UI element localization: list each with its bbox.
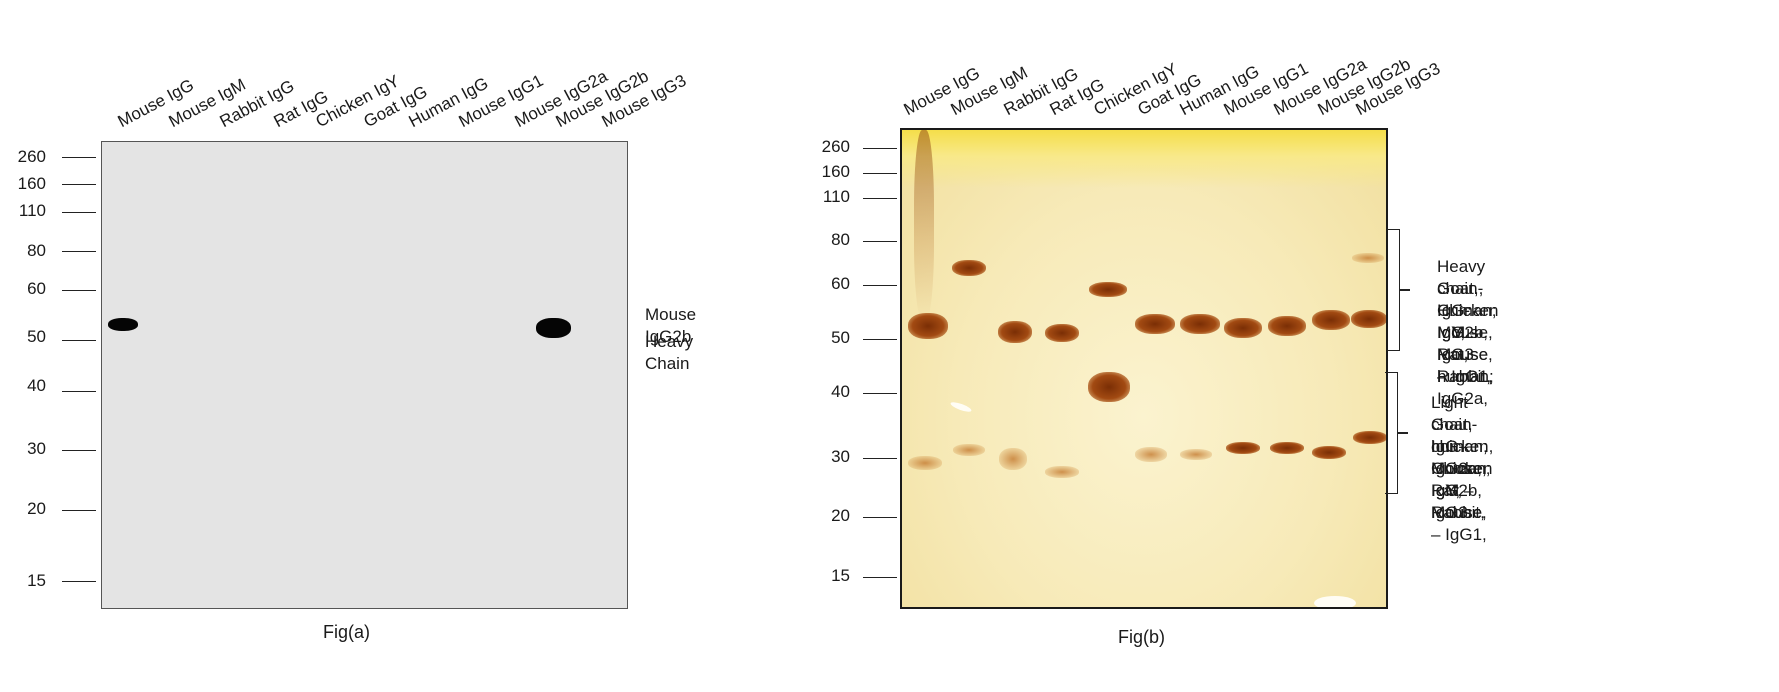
heavy-band-mouse-igg xyxy=(908,313,948,339)
mw-tick xyxy=(863,285,897,286)
mw-label: 160 xyxy=(17,174,46,193)
heavy-band-mouse-igg1 xyxy=(1224,318,1262,338)
heavy-band-goat-igg xyxy=(1135,314,1175,334)
mw-label: 160 xyxy=(821,162,850,181)
mw-tick xyxy=(863,198,897,199)
mw-label: 110 xyxy=(18,201,46,220)
mw-tick xyxy=(863,241,897,242)
mw-label: 40 xyxy=(831,382,850,401)
mw-label: 60 xyxy=(831,274,850,293)
light-band-mouse-igg3 xyxy=(1353,431,1386,444)
mw-label: 30 xyxy=(831,447,850,466)
mw-label: 40 xyxy=(27,376,46,395)
light-band-mouse-igg xyxy=(908,456,942,470)
heavy-chain-bracket xyxy=(1387,229,1400,351)
light-band-mouse-igg2a xyxy=(1270,442,1304,454)
heavy-band-mouse-igg3 xyxy=(1351,310,1386,328)
mw-tick xyxy=(62,184,96,185)
gel-top-glow xyxy=(902,130,1386,188)
heavy-chain-annotation-line: Goat,, Human; IgM –Mouse, human; xyxy=(1437,279,1497,386)
light-chain-bracket-tick xyxy=(1398,432,1408,434)
heavy-chain-annotation-line: IgG2b, IgG3 xyxy=(1437,323,1489,364)
light-chain-bracket xyxy=(1385,372,1398,494)
fig-a-caption: Fig(a) xyxy=(323,622,371,642)
silver-stain-gel-image xyxy=(900,128,1388,609)
lane-smear xyxy=(914,130,934,320)
light-band-chicken-igy xyxy=(1088,372,1130,402)
mw-tick xyxy=(62,157,96,158)
mw-tick xyxy=(62,340,96,341)
gel-artifact xyxy=(1314,596,1356,607)
fig-a-annotation: Mouse IgG2b xyxy=(645,305,697,346)
light-chain-annotation-line: Goat, chicken, Human; IgM –Mouse, xyxy=(1431,415,1494,522)
mw-tick xyxy=(863,577,897,578)
light-chain-annotation-line: human; Chicken IgY; Mouse – IgG1, xyxy=(1431,437,1493,544)
mw-label: 20 xyxy=(27,499,46,518)
light-band-mouse-igg2b xyxy=(1312,446,1346,459)
upper-band-mouse-igg3 xyxy=(1352,253,1384,263)
heavy-band-human-igg xyxy=(1180,314,1220,334)
fig-a-annotation: Heavy Chain xyxy=(645,332,694,373)
light-chain-annotation-line: Light chain- IgG-Mouse, Rat, Rabbit, xyxy=(1431,393,1487,522)
light-band-rat-igg xyxy=(1045,466,1079,478)
mw-tick xyxy=(62,510,96,511)
mw-tick xyxy=(863,148,897,149)
mw-label: 80 xyxy=(27,241,46,260)
heavy-band-rat-igg xyxy=(1045,324,1079,342)
light-band-human-igg xyxy=(1180,449,1212,460)
mw-label: 80 xyxy=(831,230,850,249)
mw-tick xyxy=(62,450,96,451)
mw-tick xyxy=(863,458,897,459)
mw-tick xyxy=(863,339,897,340)
heavy-chain-bracket-tick xyxy=(1400,289,1410,291)
light-band-mouse-igg1 xyxy=(1226,442,1260,454)
mw-tick xyxy=(62,581,96,582)
western-blot-image xyxy=(101,141,628,609)
mw-tick xyxy=(863,393,897,394)
light-chain-annotation-line: IgG2a, IgG2b, IgG3 xyxy=(1431,459,1483,522)
gel-artifact xyxy=(949,400,973,414)
mw-tick xyxy=(863,517,897,518)
mw-tick xyxy=(863,173,897,174)
heavy-band-mouse-igm xyxy=(952,260,986,276)
heavy-band-rabbit-igg xyxy=(998,321,1032,343)
heavy-band-chicken-igy xyxy=(1089,282,1127,297)
light-band-goat-igg xyxy=(1135,447,1167,462)
band-mouse-igg-heavy xyxy=(108,318,138,331)
mw-label: 15 xyxy=(27,571,46,590)
mw-tick xyxy=(62,391,96,392)
mw-label: 30 xyxy=(27,439,46,458)
fig-b-caption: Fig(b) xyxy=(1118,627,1166,647)
band-mouse-igg2b-heavy xyxy=(536,318,571,338)
mw-label: 50 xyxy=(831,328,850,347)
mw-label: 15 xyxy=(831,566,850,585)
mw-label: 260 xyxy=(17,147,46,166)
mw-label: 110 xyxy=(822,187,850,206)
mw-label: 50 xyxy=(27,327,46,346)
mw-label: 260 xyxy=(821,137,850,156)
heavy-chain-annotation-line: Chicken IgY, Mouse – IgG1, IgG2a, xyxy=(1437,301,1499,408)
mw-tick xyxy=(62,251,96,252)
heavy-chain-annotation-line: Heavy chain- IgG-Mouse, Rat, Rabbit, xyxy=(1437,257,1493,386)
heavy-band-mouse-igg2b xyxy=(1312,310,1350,330)
light-band-mouse-igm xyxy=(953,444,985,456)
mw-tick xyxy=(62,212,96,213)
light-band-rabbit-igg xyxy=(999,448,1027,470)
mw-label: 60 xyxy=(27,279,46,298)
mw-label: 20 xyxy=(831,506,850,525)
mw-tick xyxy=(62,290,96,291)
heavy-band-mouse-igg2a xyxy=(1268,316,1306,336)
